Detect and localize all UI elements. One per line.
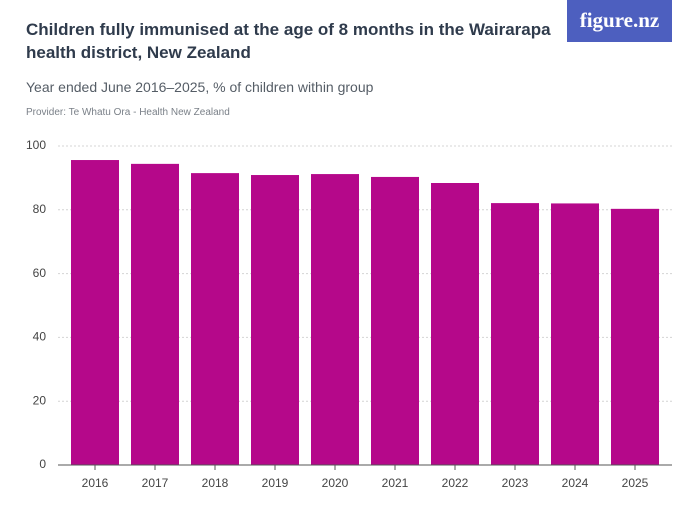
bar [491, 203, 539, 465]
logo[interactable]: figure.nz [567, 0, 672, 42]
bar [71, 160, 119, 465]
x-tick-label: 2016 [82, 476, 109, 490]
bar [611, 208, 659, 465]
bar [431, 183, 479, 465]
y-tick-label: 100 [26, 138, 46, 152]
bar [131, 163, 179, 465]
bar [191, 173, 239, 466]
chart-title: Children fully immunised at the age of 8… [26, 20, 551, 62]
y-tick-label: 60 [33, 266, 47, 280]
y-tick-label: 0 [39, 457, 46, 471]
x-tick-label: 2025 [622, 476, 649, 490]
x-tick-label: 2022 [442, 476, 469, 490]
y-tick-label: 40 [33, 330, 47, 344]
x-tick-label: 2019 [262, 476, 289, 490]
x-tick-label: 2024 [562, 476, 589, 490]
y-tick-label: 20 [33, 393, 47, 407]
chart-subtitle: Year ended June 2016–2025, % of children… [26, 79, 374, 95]
x-tick-label: 2020 [322, 476, 349, 490]
x-tick-label: 2023 [502, 476, 529, 490]
x-tick-label: 2021 [382, 476, 409, 490]
bar [371, 176, 419, 465]
y-tick-label: 80 [33, 202, 47, 216]
bar [551, 203, 599, 466]
provider: Provider: Te Whatu Ora - Health New Zeal… [26, 107, 230, 118]
x-tick-label: 2018 [202, 476, 229, 490]
bar [251, 175, 299, 466]
bar [311, 174, 359, 465]
x-tick-label: 2017 [142, 476, 169, 490]
